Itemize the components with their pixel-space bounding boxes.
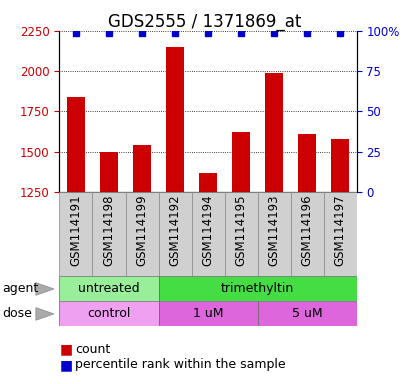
Bar xyxy=(92,192,125,276)
Bar xyxy=(59,301,158,326)
Bar xyxy=(158,301,257,326)
Bar xyxy=(290,192,323,276)
Bar xyxy=(224,192,257,276)
Text: GSM114191: GSM114191 xyxy=(69,195,82,266)
Text: GSM114193: GSM114193 xyxy=(267,195,280,266)
Text: ■: ■ xyxy=(59,343,72,356)
Bar xyxy=(158,276,356,301)
Bar xyxy=(257,192,290,276)
Text: dose: dose xyxy=(2,308,32,320)
Text: GDS2555 / 1371869_at: GDS2555 / 1371869_at xyxy=(108,13,301,31)
Text: trimethyltin: trimethyltin xyxy=(220,283,294,295)
Bar xyxy=(133,145,151,192)
Text: GSM114194: GSM114194 xyxy=(201,195,214,266)
Text: GSM114197: GSM114197 xyxy=(333,195,346,266)
Bar xyxy=(59,276,158,301)
Text: 5 uM: 5 uM xyxy=(291,308,322,320)
Text: ■: ■ xyxy=(59,358,72,372)
Text: percentile rank within the sample: percentile rank within the sample xyxy=(75,358,285,371)
Text: GSM114192: GSM114192 xyxy=(168,195,181,266)
Polygon shape xyxy=(36,308,54,320)
Text: GSM114199: GSM114199 xyxy=(135,195,148,266)
Bar xyxy=(231,132,249,192)
Bar xyxy=(257,301,356,326)
Polygon shape xyxy=(36,283,54,295)
Text: control: control xyxy=(87,308,130,320)
Bar xyxy=(59,192,92,276)
Text: untreated: untreated xyxy=(78,283,139,295)
Text: GSM114198: GSM114198 xyxy=(102,195,115,266)
Text: GSM114196: GSM114196 xyxy=(300,195,313,266)
Bar xyxy=(166,47,184,192)
Text: 1 uM: 1 uM xyxy=(192,308,223,320)
Bar xyxy=(323,192,356,276)
Bar xyxy=(191,192,224,276)
Bar xyxy=(330,139,348,192)
Bar xyxy=(67,97,85,192)
Bar xyxy=(158,192,191,276)
Bar xyxy=(264,73,283,192)
Bar xyxy=(125,192,158,276)
Text: count: count xyxy=(75,343,110,356)
Text: GSM114195: GSM114195 xyxy=(234,195,247,266)
Bar xyxy=(297,134,315,192)
Bar xyxy=(198,173,217,192)
Bar xyxy=(100,152,118,192)
Text: agent: agent xyxy=(2,283,38,295)
